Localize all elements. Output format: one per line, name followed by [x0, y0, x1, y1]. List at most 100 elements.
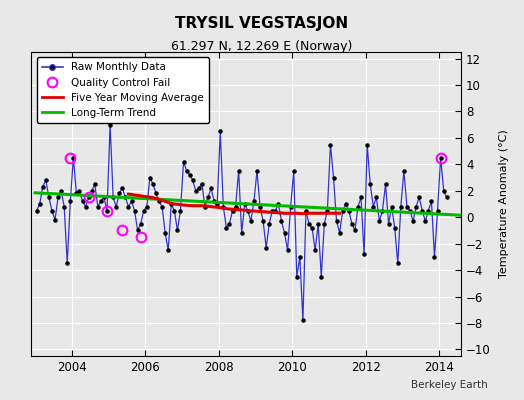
Point — [372, 194, 380, 200]
Point — [351, 227, 359, 234]
Point — [443, 194, 451, 200]
Point — [387, 204, 396, 210]
Point — [170, 208, 179, 214]
Point — [308, 224, 316, 231]
Point — [274, 201, 282, 207]
Point — [345, 208, 353, 214]
Point — [409, 218, 417, 224]
Point — [369, 204, 377, 210]
Legend: Raw Monthly Data, Quality Control Fail, Five Year Moving Average, Long-Term Tren: Raw Monthly Data, Quality Control Fail, … — [37, 57, 209, 123]
Text: Berkeley Earth: Berkeley Earth — [411, 380, 487, 390]
Point — [189, 177, 197, 184]
Point — [194, 185, 203, 191]
Point — [192, 188, 200, 194]
Point — [397, 204, 405, 210]
Point — [36, 201, 44, 207]
Point — [158, 204, 166, 210]
Point — [292, 274, 301, 280]
Point — [216, 128, 224, 134]
Point — [88, 188, 96, 194]
Point — [335, 230, 344, 236]
Point — [418, 208, 427, 214]
Point — [375, 218, 384, 224]
Point — [394, 260, 402, 267]
Point — [41, 177, 50, 184]
Point — [112, 204, 121, 210]
Point — [256, 204, 264, 210]
Point — [39, 184, 47, 190]
Point — [164, 247, 172, 254]
Point — [84, 194, 93, 200]
Point — [342, 201, 350, 207]
Point — [259, 218, 267, 224]
Point — [161, 230, 169, 236]
Point — [79, 198, 87, 204]
Point — [323, 208, 332, 214]
Point — [427, 198, 435, 204]
Point — [329, 174, 337, 181]
Point — [326, 141, 335, 148]
Point — [287, 204, 295, 210]
Point — [390, 224, 399, 231]
Point — [366, 181, 375, 187]
Point — [63, 260, 71, 267]
Point — [225, 221, 234, 227]
Point — [253, 168, 261, 174]
Point — [207, 185, 215, 191]
Point — [311, 247, 319, 254]
Point — [440, 188, 448, 194]
Point — [198, 181, 206, 187]
Point — [277, 218, 286, 224]
Point — [378, 208, 387, 214]
Point — [247, 218, 255, 224]
Point — [176, 208, 184, 214]
Point — [314, 221, 322, 227]
Point — [134, 227, 142, 234]
Point — [430, 254, 439, 260]
Point — [213, 201, 221, 207]
Point — [219, 204, 227, 210]
Point — [182, 168, 191, 174]
Point — [290, 168, 298, 174]
Point — [271, 208, 280, 214]
Point — [360, 251, 368, 258]
Point — [32, 208, 41, 214]
Point — [210, 198, 219, 204]
Point — [124, 204, 133, 210]
Point — [234, 168, 243, 174]
Point — [137, 221, 145, 227]
Point — [45, 194, 53, 200]
Point — [354, 204, 362, 210]
Point — [302, 208, 310, 214]
Point — [381, 181, 390, 187]
Point — [280, 230, 289, 236]
Point — [403, 204, 411, 210]
Point — [127, 198, 136, 204]
Point — [179, 158, 188, 165]
Point — [424, 208, 432, 214]
Point — [69, 154, 78, 161]
Point — [241, 201, 249, 207]
Point — [283, 247, 292, 254]
Point — [139, 208, 148, 214]
Point — [339, 208, 347, 214]
Point — [421, 218, 430, 224]
Point — [268, 208, 277, 214]
Point — [103, 208, 111, 214]
Point — [250, 198, 258, 204]
Point — [232, 204, 240, 210]
Point — [57, 188, 66, 194]
Text: TRYSIL VEGSTASJON: TRYSIL VEGSTASJON — [176, 16, 348, 31]
Point — [66, 198, 74, 204]
Point — [201, 204, 209, 210]
Point — [130, 208, 139, 214]
Point — [262, 244, 270, 251]
Point — [400, 168, 408, 174]
Point — [228, 208, 237, 214]
Point — [385, 221, 393, 227]
Point — [100, 194, 108, 200]
Point — [97, 198, 105, 204]
Point — [222, 224, 231, 231]
Point — [155, 198, 163, 204]
Point — [436, 154, 445, 161]
